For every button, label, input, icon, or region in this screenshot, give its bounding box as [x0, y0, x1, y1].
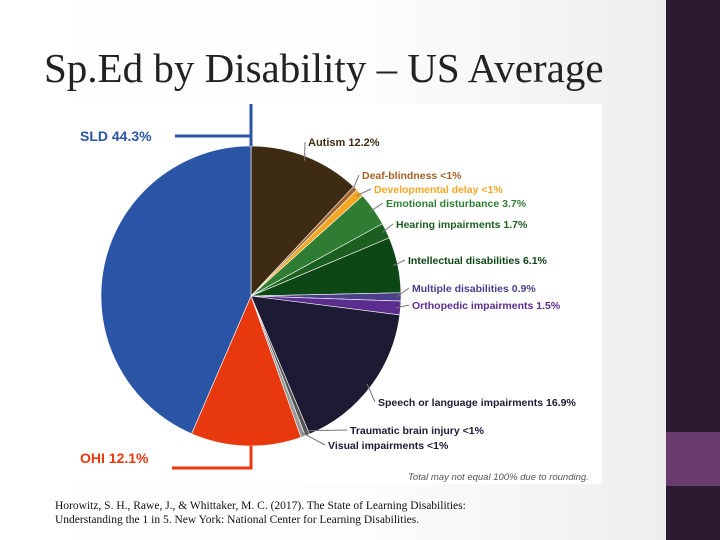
side-accent-block: [666, 432, 720, 486]
citation: Horowitz, S. H., Rawe, J., & Whittaker, …: [55, 500, 615, 527]
leader-line-11: [172, 446, 253, 470]
slide-title: Sp.Ed by Disability – US Average: [44, 45, 604, 91]
slice-label-6: Multiple disabilities 0.9%: [412, 283, 536, 295]
slice-label-2: Developmental delay <1%: [374, 184, 503, 196]
slice-label-3: Emotional disturbance 3.7%: [386, 198, 527, 210]
slice-label-4: Hearing impairments 1.7%: [396, 219, 528, 231]
leader-line-5: [393, 259, 406, 267]
slice-label-8: Speech or language impairments 16.9%: [378, 397, 576, 409]
leader-line-6: [396, 287, 410, 298]
pie-chart: Autism 12.2% Deaf-blindness <1% Developmen…: [60, 104, 602, 484]
leader-line-3: [369, 202, 384, 213]
citation-line-2: Understanding the 1 in 5. New York: Nati…: [55, 513, 420, 526]
leader-line-0: [304, 141, 306, 161]
slice-label-1: Deaf-blindness <1%: [362, 170, 462, 182]
leader-line-4: [381, 223, 394, 233]
pie-slice-8: [250, 295, 401, 435]
slice-label-10: Visual impairments <1%: [328, 440, 449, 452]
slice-label-5: Intellectual disabilities 6.1%: [408, 255, 548, 267]
slice-label-9: Traumatic brain injury <1%: [350, 425, 485, 437]
leader-line-10: [301, 431, 326, 446]
slice-label-0: Autism 12.2%: [308, 137, 380, 149]
pie-slice-12: [100, 145, 252, 435]
leader-line-12: [175, 104, 253, 146]
slice-label-7: Orthopedic impairments 1.5%: [412, 300, 561, 312]
chart-note: Total may not equal 100% due to rounding…: [408, 472, 589, 483]
slice-label-11: OHI 12.1%: [80, 450, 149, 466]
citation-line-1: Horowitz, S. H., Rawe, J., & Whittaker, …: [55, 500, 466, 512]
leader-line-9: [305, 429, 348, 432]
leader-line-2: [356, 188, 372, 197]
pie-slice-11: [191, 295, 302, 447]
leader-line-1: [351, 174, 360, 192]
pie-slice-0: [250, 145, 354, 297]
leader-line-7: [395, 304, 410, 309]
leader-line-8: [366, 383, 376, 403]
slice-label-12: SLD 44.3%: [80, 128, 152, 144]
